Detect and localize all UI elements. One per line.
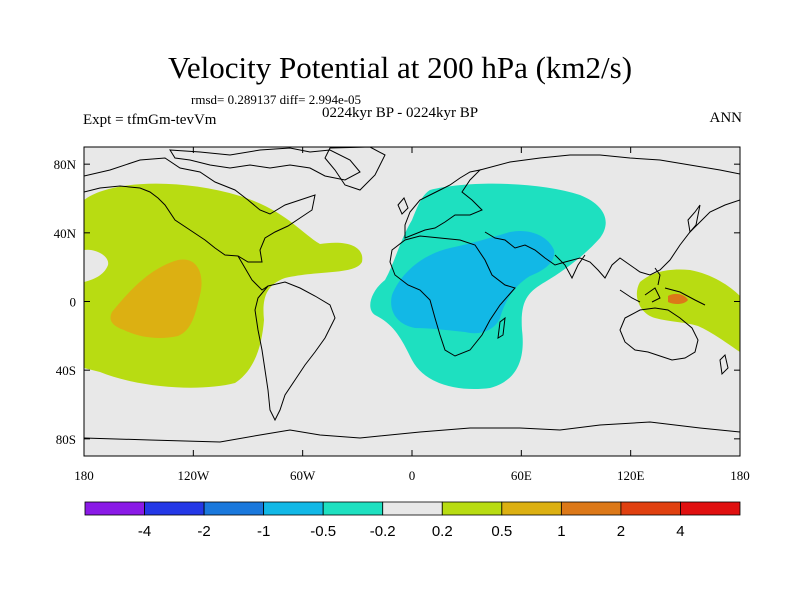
colorbar-label: 1 bbox=[557, 523, 565, 540]
colorbar-label: 0.2 bbox=[432, 523, 453, 540]
lon-tick-label: 0 bbox=[409, 468, 416, 483]
season-label: ANN bbox=[709, 110, 743, 126]
coastline-south-america bbox=[254, 281, 336, 422]
region-new-guinea-max bbox=[668, 293, 688, 305]
coastline-australia bbox=[619, 307, 699, 361]
coastline-philippines bbox=[654, 267, 661, 286]
coastline-asia bbox=[479, 154, 740, 279]
colorbar-swatch bbox=[560, 501, 622, 516]
lon-tick-label: 60W bbox=[290, 468, 316, 483]
lon-tick-label: 180 bbox=[730, 468, 750, 483]
lat-tick-label: 0 bbox=[70, 295, 77, 310]
lon-tick-label: 180 bbox=[74, 468, 94, 483]
map-title: Velocity Potential at 200 hPa (km2/s) bbox=[167, 50, 633, 85]
coastline-central-america bbox=[237, 255, 269, 291]
coastline-indonesia bbox=[619, 287, 706, 306]
lon-tick-label: 120E bbox=[617, 468, 645, 483]
colorbar-label: -2 bbox=[197, 523, 210, 540]
colorbar-label: 2 bbox=[617, 523, 625, 540]
latitude-axis: 80N 40N 0 40S 80S bbox=[54, 157, 740, 447]
lat-tick-label: 40N bbox=[54, 226, 77, 241]
colorbar-label: -0.2 bbox=[370, 523, 396, 540]
region-pacific-gap bbox=[84, 249, 109, 282]
colorbar-swatch bbox=[322, 501, 384, 516]
colorbar-label: 0.5 bbox=[491, 523, 512, 540]
region-central-pacific-max bbox=[110, 259, 202, 338]
coastline-europe bbox=[404, 169, 483, 239]
coastline-japan bbox=[687, 204, 701, 234]
coastline-india bbox=[554, 254, 586, 280]
colorbar-swatch bbox=[680, 501, 741, 516]
coastline-british-isles bbox=[397, 197, 409, 215]
coastline-antarctica bbox=[84, 421, 740, 443]
coastlines bbox=[84, 147, 740, 443]
colorbar-swatch bbox=[501, 501, 562, 516]
region-maritime-continent-positive bbox=[636, 269, 740, 352]
coastline-arctic-canada bbox=[169, 147, 361, 181]
lon-tick-label: 60E bbox=[511, 468, 532, 483]
colorbar-label: -4 bbox=[138, 523, 151, 540]
colorbar-label: -0.5 bbox=[310, 523, 336, 540]
period-label: 0224kyr BP - 0224kyr BP bbox=[322, 105, 479, 121]
coastline-north-america bbox=[84, 157, 316, 263]
colorbar-swatch bbox=[620, 501, 681, 516]
lat-tick-label: 80N bbox=[54, 157, 77, 172]
coastline-new-zealand bbox=[719, 354, 729, 376]
coastline-madagascar bbox=[497, 316, 506, 339]
colorbar-label: -1 bbox=[257, 523, 270, 540]
colorbar-swatch bbox=[382, 501, 443, 516]
colorbar-swatch bbox=[441, 501, 503, 516]
colorbar-swatch bbox=[263, 501, 324, 516]
lat-tick-label: 80S bbox=[56, 432, 76, 447]
lat-tick-label: 40S bbox=[56, 363, 76, 378]
coastline-greenland bbox=[324, 147, 386, 191]
coastline-africa bbox=[389, 235, 516, 357]
colorbar-swatch bbox=[203, 501, 265, 516]
stats-text: rmsd= 0.289137 diff= 2.994e-05 bbox=[191, 92, 362, 107]
lon-tick-label: 120W bbox=[177, 468, 210, 483]
longitude-axis: 180 120W 60W 0 60E 120E 180 bbox=[74, 147, 750, 483]
colorbar-swatch bbox=[144, 501, 205, 516]
colorbar: -4 -2 -1 -0.5 -0.2 0.2 0.5 1 2 4 bbox=[84, 501, 741, 540]
colorbar-swatch bbox=[84, 501, 145, 516]
experiment-label: Expt = tfmGm-tevVm bbox=[83, 112, 217, 128]
colorbar-label: 4 bbox=[676, 523, 684, 540]
